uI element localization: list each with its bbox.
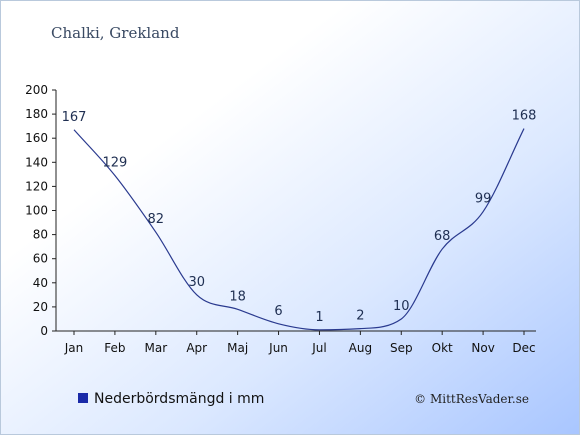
data-label: 82 [148, 212, 165, 227]
data-label: 68 [434, 229, 451, 244]
x-tick-label: Jul [311, 341, 326, 355]
y-tick-label: 40 [33, 276, 48, 290]
y-tick-label: 80 [33, 228, 48, 242]
y-tick-label: 160 [25, 131, 48, 145]
y-tick-label: 60 [33, 252, 48, 266]
copyright-text: © MittResVader.se [414, 392, 529, 406]
legend-label: Nederbördsmängd i mm [94, 391, 264, 407]
data-label: 18 [229, 289, 246, 304]
x-tick-label: Jun [268, 341, 288, 355]
data-label: 167 [62, 110, 87, 125]
x-tick-label: Jan [64, 341, 84, 355]
series-layer [73, 128, 525, 331]
y-tick-label: 120 [25, 179, 48, 193]
x-tick-label: Feb [104, 341, 125, 355]
data-label: 99 [475, 192, 492, 207]
legend-swatch [78, 393, 88, 403]
x-tick-label: Dec [512, 341, 535, 355]
x-tick-label: Sep [390, 341, 413, 355]
precipitation-line [73, 128, 525, 331]
data-labels: 167 129 82 30 18 6 1 2 10 68 99 168 [62, 109, 537, 325]
x-tick-label: Apr [186, 341, 207, 355]
x-tick-label: Okt [432, 341, 453, 355]
y-tick-label: 0 [40, 324, 48, 338]
x-tick-label: Mar [144, 341, 167, 355]
chart-title: Chalki, Grekland [51, 24, 180, 42]
data-label: 2 [356, 309, 364, 324]
x-tick-label: Aug [349, 341, 372, 355]
data-label: 1 [315, 310, 323, 325]
axes: 0 20 40 60 80 100 120 140 160 180 200 Jan Feb Mar Apr M… [25, 83, 536, 355]
y-tick-label: 180 [25, 107, 48, 121]
x-tick-label: Nov [471, 341, 494, 355]
x-tick-label: Maj [227, 341, 248, 355]
data-label: 168 [512, 109, 537, 124]
data-label: 129 [102, 156, 127, 171]
y-tick-label: 20 [33, 300, 48, 314]
y-tick-label: 100 [25, 204, 48, 218]
y-tick-label: 140 [25, 155, 48, 169]
data-label: 6 [274, 304, 282, 319]
data-label: 10 [393, 299, 410, 314]
y-tick-label: 200 [25, 83, 48, 97]
data-label: 30 [188, 275, 205, 290]
